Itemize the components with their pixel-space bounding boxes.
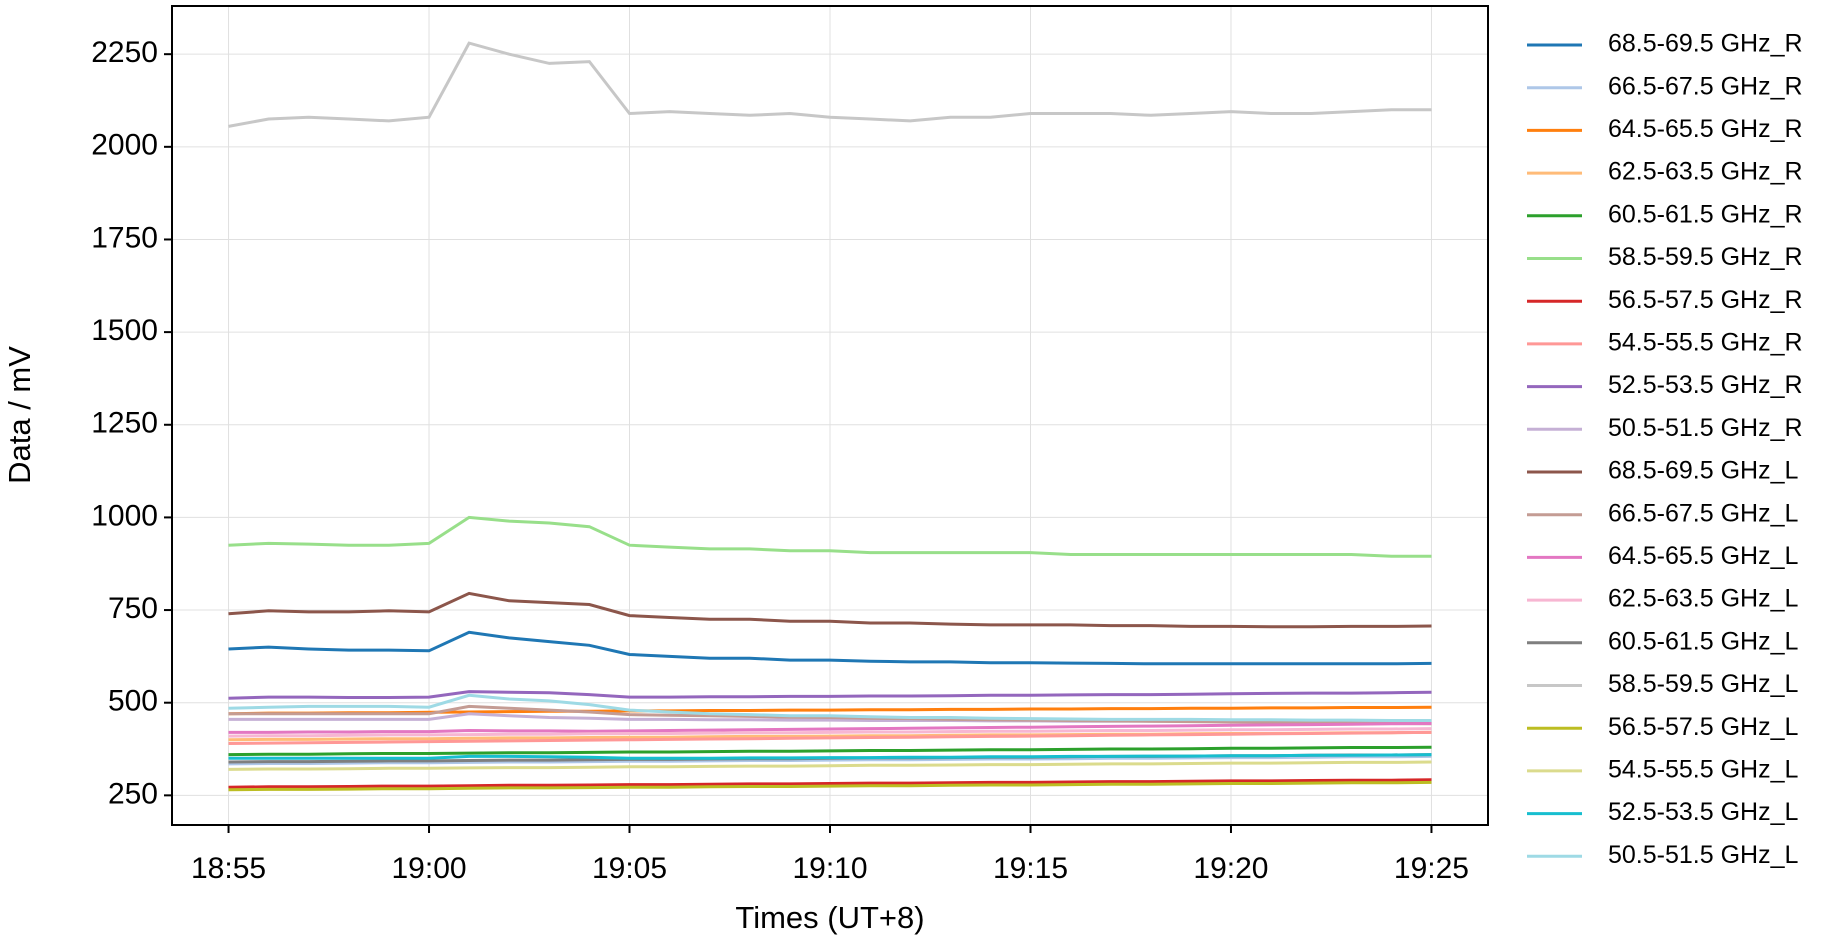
y-tick-label: 2250 [91,36,158,69]
legend-label: 68.5-69.5 GHz_R [1608,30,1803,58]
line-series [228,515,1432,558]
line-series [228,591,1432,629]
x-tick-label: 19:00 [391,852,466,885]
line-series [228,760,1432,771]
x-axis-label: Times (UT+8) [735,900,924,935]
legend-label: 50.5-51.5 GHz_L [1608,841,1798,869]
legend-label: 62.5-63.5 GHz_R [1608,158,1803,186]
y-tick-label: 1500 [91,314,158,347]
y-tick-label: 250 [108,777,158,810]
legend-label: 64.5-65.5 GHz_L [1608,542,1798,570]
legend-label: 60.5-61.5 GHz_R [1608,200,1803,228]
legend-label: 50.5-51.5 GHz_R [1608,414,1803,442]
y-tick-label: 750 [108,592,158,625]
legend-label: 66.5-67.5 GHz_R [1608,72,1803,100]
legend-label: 68.5-69.5 GHz_L [1608,457,1798,485]
line-series [228,727,1432,738]
legend-label: 60.5-61.5 GHz_L [1608,627,1798,655]
legend-label: 54.5-55.5 GHz_R [1608,329,1803,357]
line-series [228,630,1432,666]
y-tick-label: 500 [108,685,158,718]
line-series [228,722,1432,734]
legend-label: 56.5-57.5 GHz_L [1608,713,1798,741]
y-tick-label: 1250 [91,407,158,440]
line-series [228,754,1432,766]
y-tick-label: 1750 [91,221,158,254]
x-tick-label: 18:55 [191,852,266,885]
line-series [228,730,1432,745]
y-tick-label: 2000 [91,129,158,162]
legend-label: 66.5-67.5 GHz_L [1608,499,1798,527]
legend-label: 56.5-57.5 GHz_R [1608,286,1803,314]
line-series [228,778,1432,789]
y-tick-label: 1000 [91,499,158,532]
line-series [228,690,1432,700]
line-series [228,704,1432,726]
line-series [228,753,1432,760]
legend-label: 58.5-59.5 GHz_R [1608,243,1803,271]
line-series [228,693,1432,722]
legend-label: 52.5-53.5 GHz_R [1608,371,1803,399]
x-tick-label: 19:10 [792,852,867,885]
line-series [228,745,1432,757]
x-tick-label: 19:20 [1193,852,1268,885]
y-axis-label: Data / mV [2,346,37,484]
x-tick-label: 19:05 [592,852,667,885]
x-tick-label: 19:15 [993,852,1068,885]
legend-label: 64.5-65.5 GHz_R [1608,115,1803,143]
line-series [228,41,1432,128]
legend-label: 62.5-63.5 GHz_L [1608,585,1798,613]
line-series [228,780,1432,792]
legend-label: 52.5-53.5 GHz_L [1608,798,1798,826]
x-tick-label: 19:25 [1394,852,1469,885]
legend-label: 58.5-59.5 GHz_L [1608,670,1798,698]
legend-label: 54.5-55.5 GHz_L [1608,756,1798,784]
